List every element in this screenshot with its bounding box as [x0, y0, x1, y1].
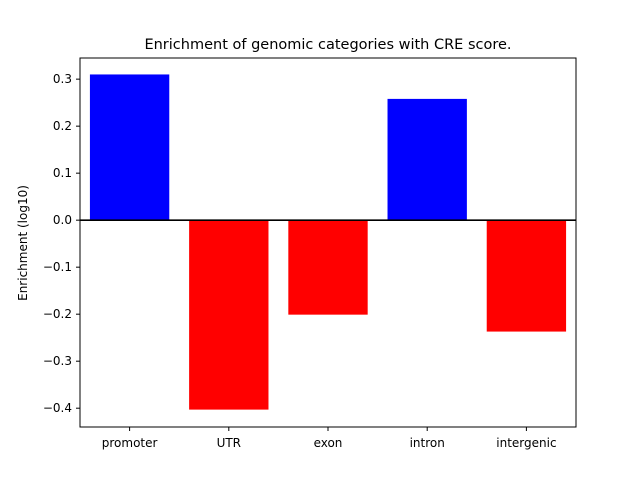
bar-intergenic — [486, 220, 567, 332]
y-tick-label: 0.0 — [53, 213, 72, 227]
x-tick-label: exon — [314, 436, 343, 450]
y-axis-label: Enrichment (log10) — [16, 185, 30, 301]
y-tick-label: −0.3 — [43, 354, 72, 368]
y-axis: −0.4 −0.3 −0.2 −0.1 0.0 0.1 0.2 0.3 — [43, 72, 80, 415]
x-tick-label: UTR — [217, 436, 241, 450]
y-tick-label: 0.3 — [53, 72, 72, 86]
chart-title: Enrichment of genomic categories with CR… — [144, 37, 511, 53]
x-tick-label: intergenic — [496, 436, 556, 450]
bar-UTR — [189, 220, 269, 410]
x-axis: promoter UTR exon intron intergenic — [102, 427, 557, 450]
x-tick-label: intron — [410, 436, 445, 450]
y-tick-label: 0.1 — [53, 166, 72, 180]
bars-group — [89, 74, 567, 410]
bar-intron — [387, 98, 467, 221]
y-tick-label: 0.2 — [53, 119, 72, 133]
y-tick-label: −0.1 — [43, 260, 72, 274]
y-tick-label: −0.2 — [43, 307, 72, 321]
y-tick-label: −0.4 — [43, 401, 72, 415]
x-tick-label: promoter — [102, 436, 158, 450]
bar-exon — [288, 220, 368, 315]
bar-promoter — [89, 74, 170, 221]
